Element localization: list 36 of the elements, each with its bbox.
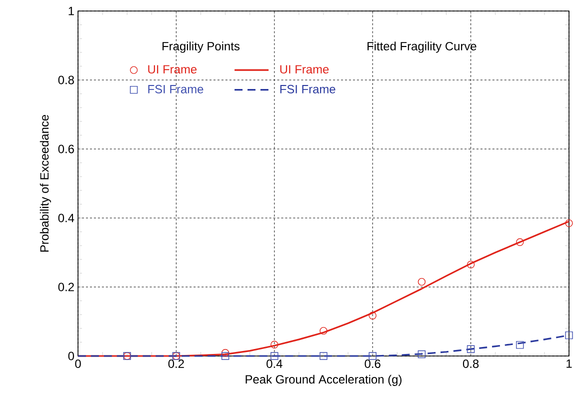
annotation: Fragility Points xyxy=(162,42,240,53)
annotation: Fitted Fragility Curve xyxy=(368,42,476,53)
x-tick-label: 1 xyxy=(566,360,572,368)
y-tick-label: 0 xyxy=(68,352,74,360)
point xyxy=(565,331,573,340)
point xyxy=(516,341,524,349)
point xyxy=(320,352,328,360)
point xyxy=(466,345,475,353)
point xyxy=(418,278,426,286)
legend-label: FSI Frame xyxy=(280,84,336,94)
point xyxy=(270,352,278,360)
point xyxy=(368,352,376,360)
x-tick-label: 0.2 xyxy=(168,360,184,368)
y-tick-label: 0.8 xyxy=(58,76,74,84)
point xyxy=(418,350,426,358)
y-tick-label: 1 xyxy=(68,6,74,16)
x-tick-label: 0.8 xyxy=(462,360,479,368)
point xyxy=(516,238,524,246)
y-tick-label: 0.4 xyxy=(58,214,74,222)
y-tick-label: 0.2 xyxy=(58,282,74,292)
x-tick-label: 0.4 xyxy=(266,360,282,368)
point xyxy=(466,260,475,268)
point xyxy=(565,219,573,228)
x-axis-title: Peak Ground Acceleration (g) xyxy=(246,374,402,386)
point xyxy=(270,340,278,348)
legend-label: UI Frame xyxy=(148,65,197,74)
x-tick-label: 0.6 xyxy=(364,360,380,368)
y-axis-title: Probability of Exceedance xyxy=(40,114,52,252)
legend-label: UI Frame xyxy=(280,65,329,74)
y-tick-label: 0.6 xyxy=(58,144,74,154)
point xyxy=(320,326,328,335)
point xyxy=(221,349,230,357)
x-tick-label: 0 xyxy=(75,360,81,368)
legend-label: FSI Frame xyxy=(148,84,204,94)
point xyxy=(221,352,230,360)
point xyxy=(368,312,376,320)
